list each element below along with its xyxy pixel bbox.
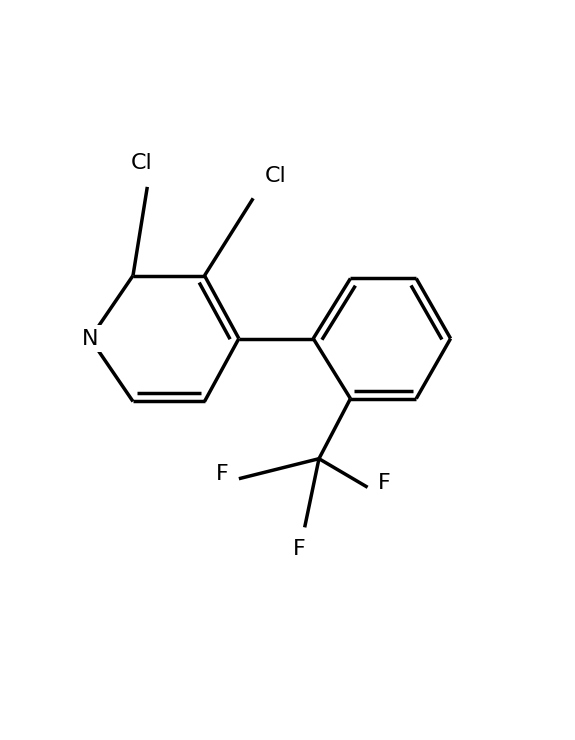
Text: Cl: Cl: [264, 166, 286, 186]
Text: N: N: [82, 329, 98, 349]
Text: F: F: [378, 473, 390, 493]
Text: Cl: Cl: [131, 152, 152, 172]
Text: F: F: [216, 464, 228, 484]
Text: F: F: [293, 539, 305, 559]
